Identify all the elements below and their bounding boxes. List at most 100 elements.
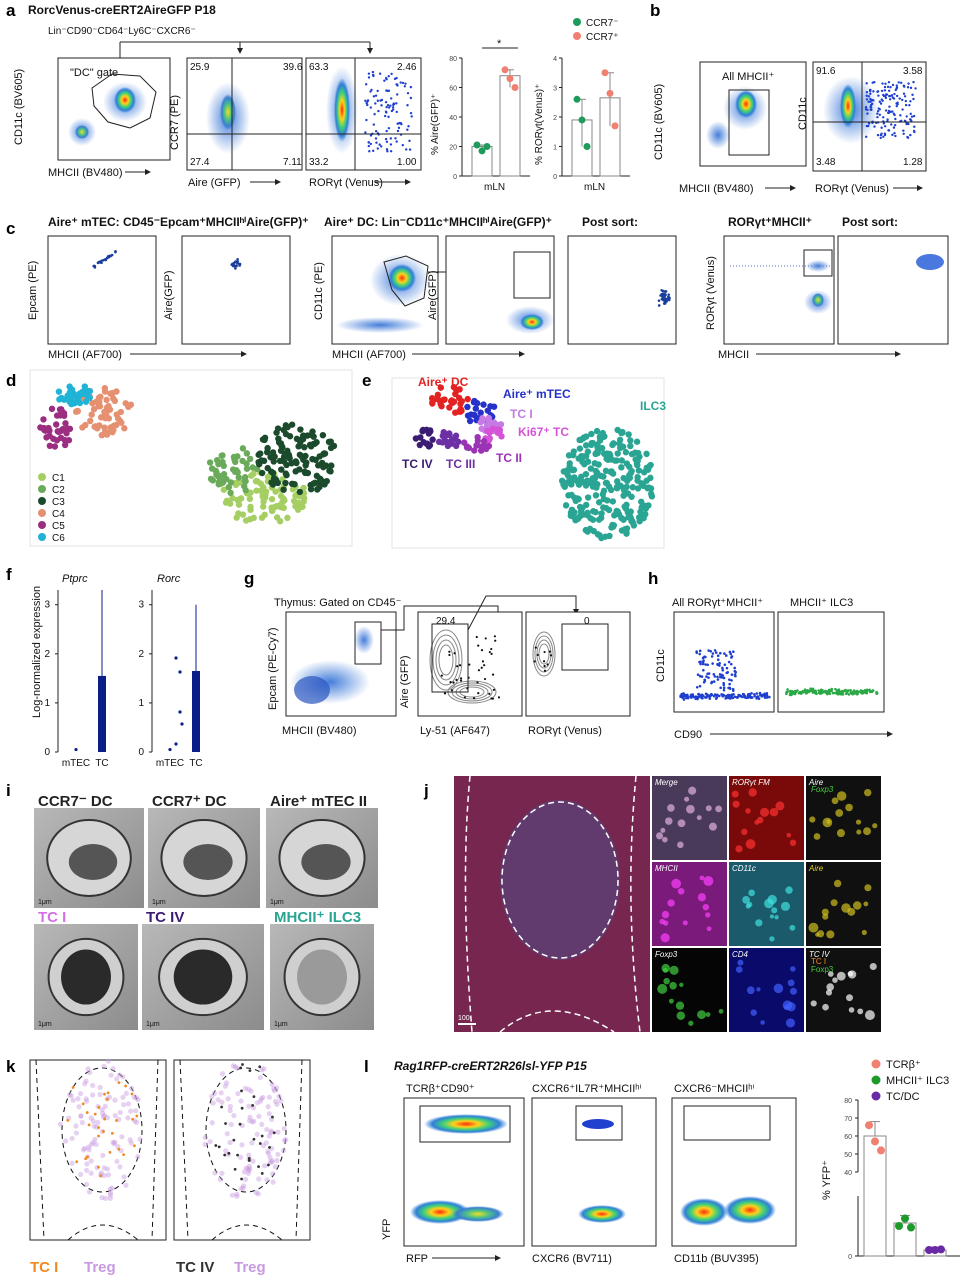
treg-spot: [207, 1138, 213, 1145]
y-tick-label: 50: [844, 1152, 852, 1159]
event-dot: [389, 149, 393, 153]
fluor-signal: [821, 908, 829, 916]
cell-point-C5: [51, 443, 59, 450]
cell-point-tc4: [425, 443, 433, 450]
cell-point-C5: [57, 406, 64, 414]
y-tick-label: 1: [138, 698, 144, 709]
cell-point-ilc3: [629, 484, 637, 491]
tc-spot: [260, 1172, 264, 1175]
data-point: [606, 89, 614, 97]
treg-spot: [269, 1158, 275, 1164]
treg-spot: [202, 1134, 208, 1140]
cell-point-ilc3: [602, 479, 610, 487]
event-dot: [880, 126, 883, 129]
fluor-signal: [703, 875, 714, 886]
fluor-signal: [841, 903, 851, 913]
g2-xlabel: Ly-51 (AF647): [420, 725, 490, 737]
panel-k: k TC I Treg TC IV Treg: [6, 1057, 311, 1276]
event-dot: [383, 114, 387, 118]
fluor-signal: [853, 901, 862, 910]
treg-spot: [249, 1140, 255, 1146]
event-dot: [721, 668, 725, 672]
treg-spot: [102, 1195, 109, 1201]
event-dot: [234, 260, 238, 263]
event-dot: [376, 147, 380, 150]
tc-spot: [115, 1119, 118, 1122]
event-dot: [476, 681, 479, 684]
k-left-b: Treg: [84, 1259, 116, 1276]
tc-spot: [131, 1117, 135, 1121]
fluor-signal: [872, 823, 878, 829]
event-dot: [410, 115, 413, 118]
event-dot: [909, 86, 913, 90]
a2-q-tl: 25.9: [190, 62, 210, 73]
cell-point-C3: [327, 468, 334, 475]
event-dot: [722, 688, 726, 692]
treg-spot: [268, 1129, 274, 1136]
treg-spot: [99, 1107, 105, 1113]
fluor-signal: [760, 807, 770, 817]
event-dot: [394, 137, 397, 140]
cell-point-C4: [82, 421, 89, 429]
fluor-signal: [746, 986, 755, 995]
event-dot: [806, 690, 810, 693]
legend-label-2: TC/DC: [886, 1091, 920, 1103]
event-dot: [865, 82, 868, 85]
dc-gate-label: "DC" gate: [70, 67, 118, 79]
treg-spot: [257, 1098, 264, 1104]
event-dot: [880, 89, 884, 93]
treg-spot: [88, 1141, 95, 1148]
event-dot: [820, 691, 823, 695]
outlier-point: [174, 742, 178, 746]
treg-spot: [133, 1108, 139, 1114]
cell-point-C3: [278, 466, 285, 473]
event-dot: [695, 685, 699, 689]
density-blob: [452, 1206, 504, 1222]
legend-marker-C2: [38, 485, 46, 493]
l-strain: Rag1RFP-creERT2R26lsl-YFP P15: [394, 1059, 587, 1073]
cell-point-C1: [277, 492, 285, 500]
panel-b: b All MHCII⁺ CD11c (BV605) MHCII (BV480)…: [650, 1, 927, 195]
treg-spot: [76, 1104, 82, 1110]
cell-point-ilc3: [624, 508, 632, 516]
event-dot: [409, 111, 413, 115]
event-dot: [885, 93, 889, 96]
fluor-signal: [857, 1008, 864, 1015]
event-dot: [912, 114, 916, 118]
event-dot: [236, 260, 240, 263]
treg-spot: [265, 1148, 271, 1155]
e-label-ki67: Ki67⁺ TC: [518, 425, 569, 439]
event-dot: [490, 652, 493, 655]
event-dot: [880, 98, 883, 101]
cell-point-C3: [264, 464, 271, 472]
event-dot: [374, 102, 377, 105]
tc-spot: [232, 1138, 236, 1142]
treg-spot: [255, 1191, 261, 1197]
event-dot: [869, 92, 872, 95]
treg-spot: [85, 1144, 92, 1150]
event-dot: [904, 99, 908, 103]
cell-point-C5: [61, 441, 69, 449]
event-dot: [889, 86, 892, 89]
treg-spot: [234, 1191, 240, 1197]
cell-point-ilc3: [647, 485, 655, 492]
event-dot: [882, 116, 885, 119]
tc-spot: [135, 1114, 139, 1118]
event-dot: [389, 137, 392, 140]
event-dot: [399, 81, 402, 84]
treg-spot: [274, 1157, 280, 1164]
cell-point-C3: [256, 460, 263, 468]
cell-point-ilc3: [582, 482, 590, 489]
e-label-aire-mtec: Aire⁺ mTEC: [503, 387, 571, 401]
event-dot: [891, 133, 894, 137]
fluor-signal: [667, 899, 675, 907]
em-scale: 1μm: [270, 899, 284, 906]
event-dot: [698, 652, 702, 656]
event-dot: [707, 672, 711, 675]
fluor-signal: [790, 966, 796, 972]
event-dot: [386, 89, 389, 93]
l-title-3: CXCR6⁻MHCIIʰⁱ: [674, 1083, 754, 1095]
tc-spot: [85, 1111, 89, 1114]
fluor-signal: [745, 839, 756, 849]
c-plot-2: [181, 235, 291, 345]
